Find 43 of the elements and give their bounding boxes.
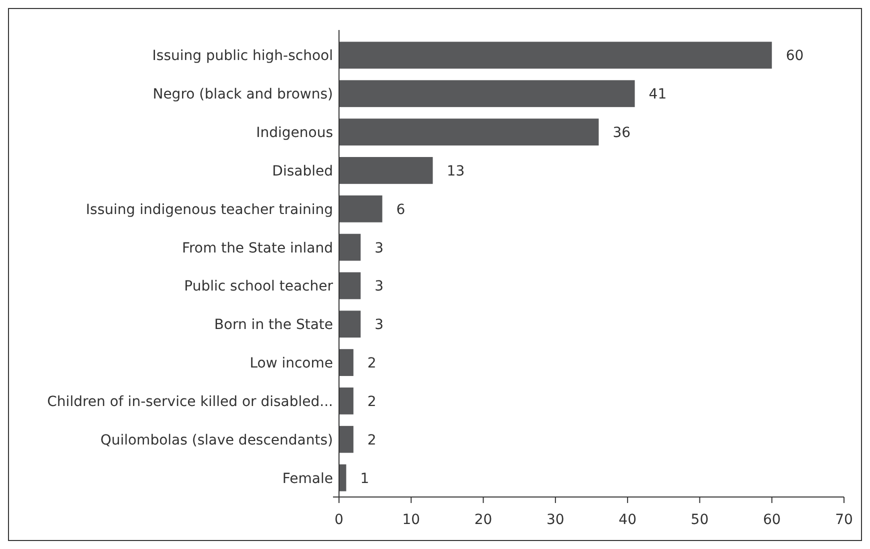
bar [339, 349, 354, 376]
data-label: 2 [367, 356, 376, 372]
y-tick-label: Issuing indigenous teacher training [86, 202, 333, 218]
x-tick-label: 70 [835, 512, 853, 528]
bar [339, 80, 635, 108]
y-tick-label: Female [282, 470, 333, 487]
data-label: 6 [396, 202, 406, 218]
y-tick-label: Issuing public high-school [152, 48, 333, 64]
data-label: 13 [446, 163, 465, 180]
x-tick-label: 0 [334, 512, 344, 528]
x-tick-label: 40 [618, 512, 636, 528]
data-label: 2 [367, 394, 376, 410]
bar [339, 157, 433, 184]
x-tick-label: 60 [762, 512, 781, 528]
bar [339, 234, 361, 261]
bar [339, 426, 354, 453]
data-label: 60 [786, 48, 804, 64]
bar [339, 310, 361, 338]
y-tick-label: Quilombolas (slave descendants) [100, 432, 333, 448]
y-tick-label: From the State inland [182, 240, 333, 256]
x-tick-label: 50 [690, 512, 709, 528]
bar [339, 272, 361, 300]
data-label: 3 [374, 278, 384, 295]
y-tick-label: Low income [250, 356, 333, 372]
y-tick-label: Born in the State [214, 317, 333, 334]
bar [339, 118, 599, 146]
x-tick-label: 10 [402, 512, 420, 528]
y-tick-label: Public school teacher [184, 278, 334, 295]
y-tick-label: Children of in-service killed or disabled... [47, 394, 333, 410]
data-label: 1 [360, 470, 370, 487]
data-label: 3 [374, 240, 384, 256]
bar [339, 388, 354, 414]
data-label: 2 [367, 432, 376, 448]
y-tick-label: Indigenous [256, 125, 333, 142]
data-label: 3 [374, 317, 384, 334]
x-tick-label: 20 [474, 512, 492, 528]
y-tick-label: Disabled [272, 163, 333, 180]
data-label: 36 [612, 125, 631, 142]
y-tick-label: Negro (black and browns) [152, 86, 333, 103]
x-tick-label: 30 [546, 512, 564, 528]
bar [339, 195, 382, 222]
data-label: 41 [648, 86, 667, 103]
bar [339, 42, 772, 69]
